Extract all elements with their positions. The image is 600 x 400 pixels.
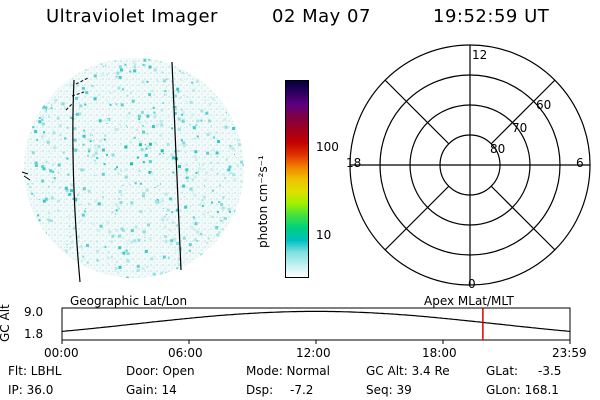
date-label: 02 May 07	[272, 6, 371, 27]
gain-info: Gain: 14	[126, 383, 177, 397]
colorbar	[285, 80, 309, 278]
dsp-label: Dsp:	[246, 383, 274, 397]
x-tick-0600: 06:00	[168, 346, 203, 360]
filter-info: Flt: LBHL	[8, 364, 62, 378]
time-label: 19:52:59 UT	[433, 6, 550, 27]
mlt-label-18: 18	[346, 156, 362, 170]
lat-label-70: 70	[512, 121, 528, 135]
y-tick-1-8: 1.8	[24, 327, 44, 341]
x-tick-1200: 12:00	[296, 346, 331, 360]
colorbar-tick-100: 100	[316, 140, 339, 154]
mode-info: Mode: Normal	[246, 364, 330, 378]
door-info: Door: Open	[126, 364, 195, 378]
lat-label-60: 60	[536, 98, 552, 112]
mlt-label-6: 6	[576, 156, 584, 170]
dsp-value: -7.2	[290, 383, 314, 397]
colorbar-unit-label: photon cm⁻²s⁻¹	[256, 155, 270, 248]
glon-info: GLon: 168.1	[486, 383, 559, 397]
gc-alt-info: GC Alt: 3.4 Re	[366, 364, 450, 378]
gc-alt-axis-label: GC Alt	[0, 304, 12, 342]
colorbar-tick-10: 10	[316, 228, 332, 242]
glat-value: -3.5	[538, 364, 562, 378]
lat-label-80: 80	[490, 142, 506, 156]
x-tick-1800: 18:00	[422, 346, 457, 360]
seq-info: Seq: 39	[366, 383, 412, 397]
x-tick-2359: 23:59	[552, 346, 587, 360]
instrument-title: Ultraviolet Imager	[46, 6, 218, 27]
x-tick-0000: 00:00	[44, 346, 79, 360]
apex-title: Apex MLat/MLT	[424, 294, 514, 308]
glat-label: GLat:	[486, 364, 519, 378]
ip-info: IP: 36.0	[8, 383, 54, 397]
geographic-title: Geographic Lat/Lon	[70, 294, 188, 308]
mlt-label-12: 12	[472, 48, 488, 62]
y-tick-9: 9.0	[24, 305, 44, 319]
mlt-label-0: 0	[468, 277, 476, 291]
